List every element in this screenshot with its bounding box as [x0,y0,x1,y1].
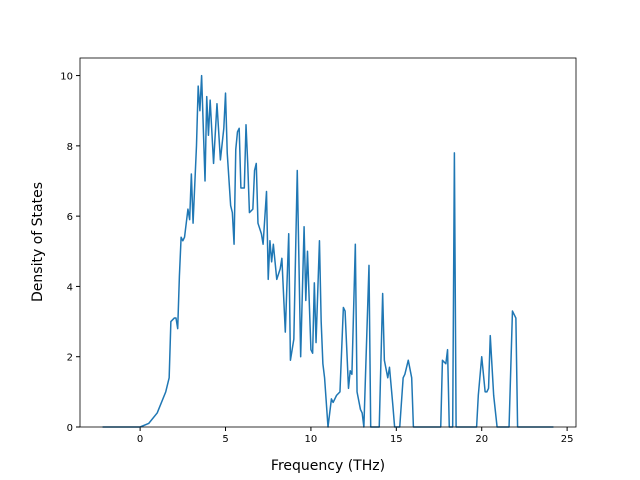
y-tick-label: 2 [67,353,73,364]
y-tick-label: 8 [67,142,73,153]
x-tick-label: 5 [222,434,228,445]
x-tick-label: 15 [390,434,403,445]
x-tick-label: 25 [561,434,574,445]
y-axis-label: Density of States [30,182,46,302]
x-tick-label: 0 [137,434,143,445]
y-tick-label: 6 [67,212,73,223]
axes-frame [79,57,577,428]
x-axis-label: Frequency (THz) [271,458,385,474]
y-tick-label: 0 [67,423,73,434]
y-tick-label: 10 [60,72,73,83]
x-tick-label: 10 [305,434,318,445]
y-tick-label: 4 [67,282,73,293]
plot-area [80,58,576,427]
x-tick-label: 20 [475,434,488,445]
